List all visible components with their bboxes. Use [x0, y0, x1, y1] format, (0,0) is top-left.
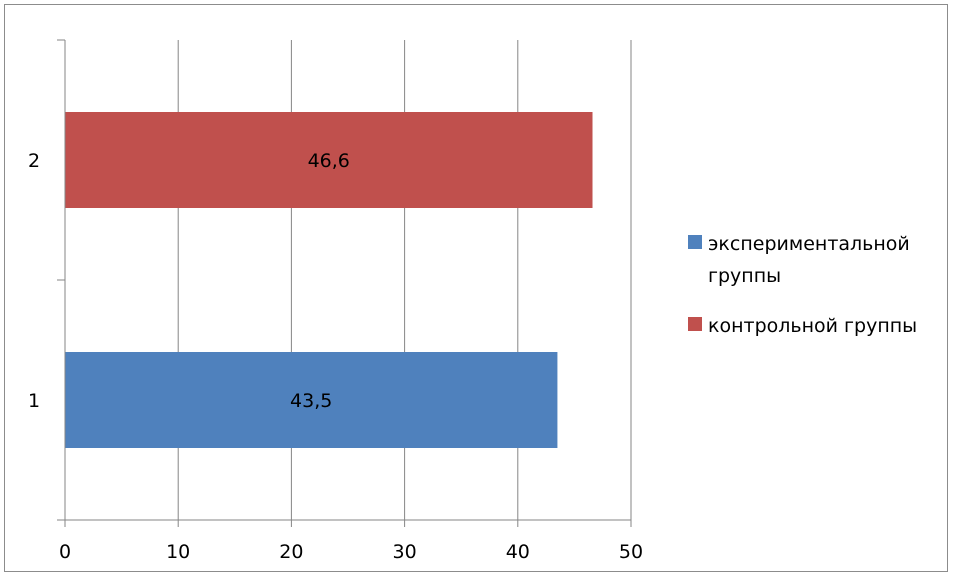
- legend: экспериментальной группы контрольной групп…: [688, 233, 917, 337]
- legend-swatch-1: [688, 317, 702, 331]
- data-label: 43,5: [290, 390, 332, 412]
- bars: 43,5 46,6: [65, 112, 593, 448]
- x-tick-label: 50: [619, 541, 643, 563]
- bar-2: [65, 112, 593, 208]
- legend-label-0: экспериментальной: [708, 233, 910, 255]
- legend-label-1: контрольной группы: [708, 315, 917, 337]
- x-tick-label: 0: [59, 541, 71, 563]
- axes: 0 10 20 30 40 50 1 2: [28, 39, 643, 563]
- data-label: 46,6: [308, 150, 350, 172]
- x-tick-label: 10: [166, 541, 190, 563]
- y-tick-label: 1: [28, 390, 40, 412]
- chart-frame: [4, 4, 948, 572]
- bar-1: [65, 352, 558, 448]
- x-tick-label: 30: [393, 541, 417, 563]
- legend-swatch-0: [688, 235, 702, 249]
- x-tick-label: 40: [506, 541, 530, 563]
- y-tick-label: 2: [28, 150, 40, 172]
- legend-label-0: группы: [708, 265, 781, 287]
- x-tick-label: 20: [279, 541, 303, 563]
